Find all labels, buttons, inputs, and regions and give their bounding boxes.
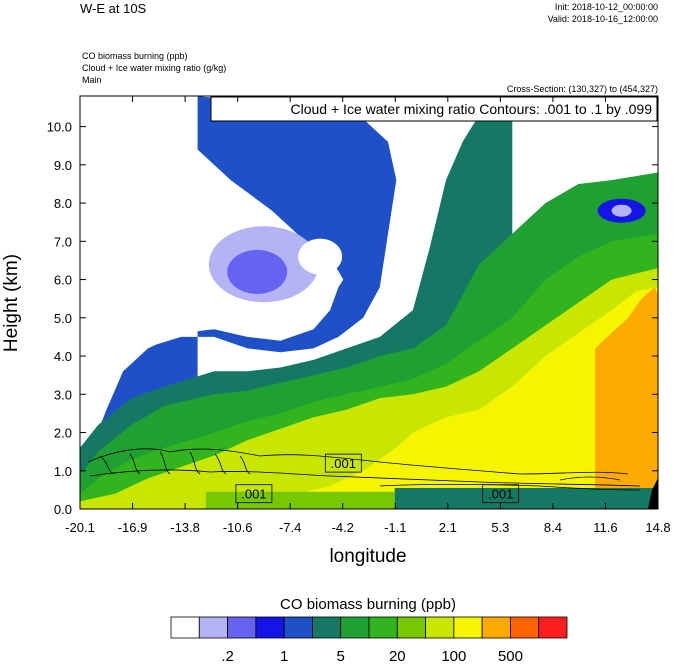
- band-surface-teal: [394, 487, 658, 509]
- y-tick-label: 4.0: [54, 349, 72, 364]
- contour-label-box: [324, 453, 362, 473]
- x-tick-label: 5.3: [491, 520, 509, 535]
- colorbar-swatch: [283, 616, 313, 639]
- terrain-peak: [648, 478, 658, 509]
- cross-section-label: Cross-Section: (130,327) to (454,327): [507, 84, 658, 94]
- init-time: Init: 2018-10-12_00:00:00: [555, 2, 658, 12]
- cloud-contour-line: [89, 469, 641, 487]
- colorbar-swatch: [425, 616, 455, 639]
- colorbar: [170, 616, 568, 639]
- contour-label: .001: [324, 453, 362, 473]
- contour-label-text: .001: [331, 456, 356, 471]
- x-tick-label: -7.4: [279, 520, 301, 535]
- band-purple: [227, 249, 288, 294]
- colorbar-swatch: [227, 616, 257, 639]
- contour-label: .001: [235, 484, 273, 504]
- contour-info-text: Cloud + Ice water mixing ratio Contours:…: [291, 101, 653, 117]
- plot-frame: [79, 95, 659, 510]
- contour-labels: .001 .001 .001: [235, 453, 520, 504]
- x-axis-ticks: -20.1 -16.9 -13.8 -10.6 -7.4 -4.2 -1.1 2.1 5.3 8.…: [65, 96, 671, 535]
- contour-label-text: .001: [241, 487, 266, 502]
- y-tick-label: 6.0: [54, 273, 72, 288]
- colorbar-tick-label: 5: [337, 648, 345, 665]
- colorbar-swatch: [255, 616, 285, 639]
- band-surface-green: [205, 491, 395, 509]
- y-tick-label: 3.0: [54, 387, 72, 402]
- x-tick-label: -10.6: [223, 520, 253, 535]
- co-filled-contours: [80, 96, 658, 509]
- contour-info-box: [210, 96, 658, 122]
- x-tick-label: 8.4: [544, 520, 562, 535]
- contour-label-box: [235, 484, 273, 504]
- colorbar-tick-label: 500: [498, 648, 523, 665]
- colorbar-swatch: [510, 616, 540, 639]
- colorbar-swatch: [538, 616, 568, 639]
- y-tick-label: 10.0: [47, 120, 72, 135]
- x-tick-label: 14.8: [645, 520, 670, 535]
- y-tick-label: 8.0: [54, 196, 72, 211]
- plot-area: [80, 96, 658, 509]
- y-tick-label: 9.0: [54, 158, 72, 173]
- x-axis-label: longitude: [329, 546, 406, 567]
- colorbar-swatch: [453, 616, 483, 639]
- colorbar-labels: .2 1 5 20 100 500: [221, 648, 523, 665]
- cloud-contour-line: [379, 484, 641, 491]
- y-axis-ticks: 0.0 1.0 2.0 3.0 4.0 5.0 6.0 7.0 8.0 9.0 10.0: [47, 120, 658, 517]
- colorbar-swatch: [312, 616, 342, 639]
- y-tick-label: 7.0: [54, 234, 72, 249]
- cloud-contour-line: [99, 451, 251, 475]
- y-tick-label: 0.0: [54, 502, 72, 517]
- field-main-label: Main: [82, 75, 102, 85]
- colorbar-swatch: [340, 616, 370, 639]
- contour-label-box: [482, 484, 520, 504]
- field-cloud-label: Cloud + Ice water mixing ratio (g/kg): [82, 63, 226, 73]
- x-tick-label: -20.1: [65, 520, 95, 535]
- band-white: [80, 96, 344, 479]
- x-tick-label: -13.8: [170, 520, 200, 535]
- field-co-label: CO biomass burning (ppb): [82, 51, 188, 61]
- colorbar-tick-label: 20: [389, 648, 406, 665]
- cloud-contour-lines: [87, 448, 641, 491]
- x-tick-label: -16.9: [118, 520, 148, 535]
- colorbar-tick-label: .2: [221, 648, 234, 665]
- band-white-core: [298, 238, 343, 275]
- x-tick-label: 11.6: [593, 520, 617, 535]
- cloud-contour-line: [87, 448, 629, 475]
- contour-label-text: .001: [488, 487, 513, 502]
- chart-title: W-E at 10S: [80, 1, 147, 16]
- band-lavender-patch: [611, 204, 632, 217]
- valid-time: Valid: 2018-10-16_12:00:00: [548, 14, 658, 24]
- contour-label: .001: [482, 484, 520, 504]
- colorbar-swatch: [170, 616, 200, 639]
- band-orange: [595, 287, 658, 509]
- y-axis-label: Height (km): [1, 254, 22, 352]
- colorbar-tick-label: 1: [280, 648, 288, 665]
- y-tick-label: 2.0: [54, 426, 72, 441]
- y-tick-label: 1.0: [54, 464, 72, 479]
- colorbar-swatch: [368, 616, 398, 639]
- band-yellow: [280, 287, 658, 509]
- colorbar-title: CO biomass burning (ppb): [280, 596, 456, 613]
- x-tick-label: -4.2: [332, 520, 354, 535]
- y-tick-label: 5.0: [54, 311, 72, 326]
- cloud-contour-line: [559, 476, 621, 481]
- colorbar-swatch: [481, 616, 511, 639]
- colorbar-swatch: [198, 616, 228, 639]
- x-tick-label: -1.1: [384, 520, 406, 535]
- colorbar-swatch: [396, 616, 426, 639]
- colorbar-tick-label: 100: [441, 648, 466, 665]
- x-tick-label: 2.1: [439, 520, 457, 535]
